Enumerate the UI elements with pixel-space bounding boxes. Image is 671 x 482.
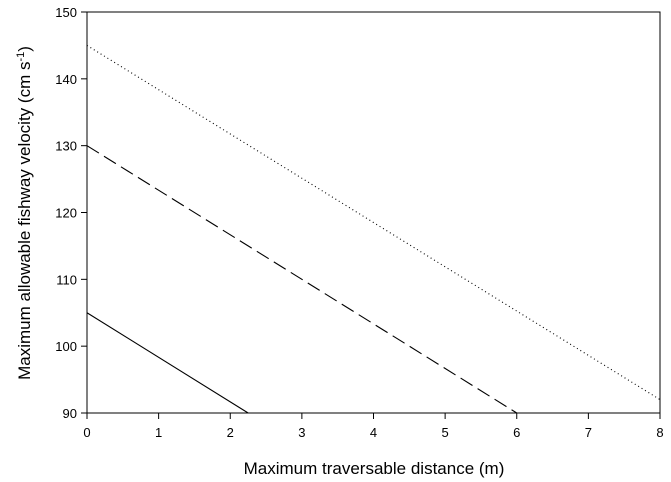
y-axis-title-superscript: -1 bbox=[15, 52, 27, 62]
series-line-solid bbox=[86, 312, 249, 414]
x-tick-label: 7 bbox=[585, 425, 592, 440]
y-tick-label: 120 bbox=[55, 206, 77, 221]
x-tick-label: 2 bbox=[227, 425, 234, 440]
series-line-dashed bbox=[86, 145, 518, 414]
series-layer bbox=[86, 44, 661, 414]
axes-layer: 0 1 2 3 4 5 6 7 8 90 100 110 120 130 140 150 bbox=[55, 5, 663, 440]
y-tick-label: 90 bbox=[63, 406, 77, 421]
y-axis-title: Maximum allowable fishway velocity (cm s… bbox=[15, 46, 34, 380]
x-axis-title: Maximum traversable distance (m) bbox=[244, 459, 505, 478]
plot-frame bbox=[86, 11, 661, 414]
x-tick-label: 4 bbox=[370, 425, 377, 440]
x-tick-label: 5 bbox=[442, 425, 449, 440]
y-axis-title-main: Maximum allowable fishway velocity (cm s bbox=[15, 62, 34, 380]
y-tick-label: 110 bbox=[56, 272, 77, 287]
x-tick-label: 8 bbox=[656, 425, 663, 440]
x-tick-label: 0 bbox=[83, 425, 90, 440]
y-tick-label: 150 bbox=[55, 5, 77, 20]
x-tick-label: 3 bbox=[298, 425, 305, 440]
y-tick-label: 100 bbox=[55, 339, 77, 354]
y-axis-title-close: ) bbox=[15, 46, 34, 52]
x-tick-label: 1 bbox=[155, 425, 162, 440]
y-tick-label: 140 bbox=[55, 72, 77, 87]
y-tick-label: 130 bbox=[55, 139, 77, 154]
x-tick-label: 6 bbox=[513, 425, 520, 440]
series-line-dotted bbox=[86, 44, 661, 401]
